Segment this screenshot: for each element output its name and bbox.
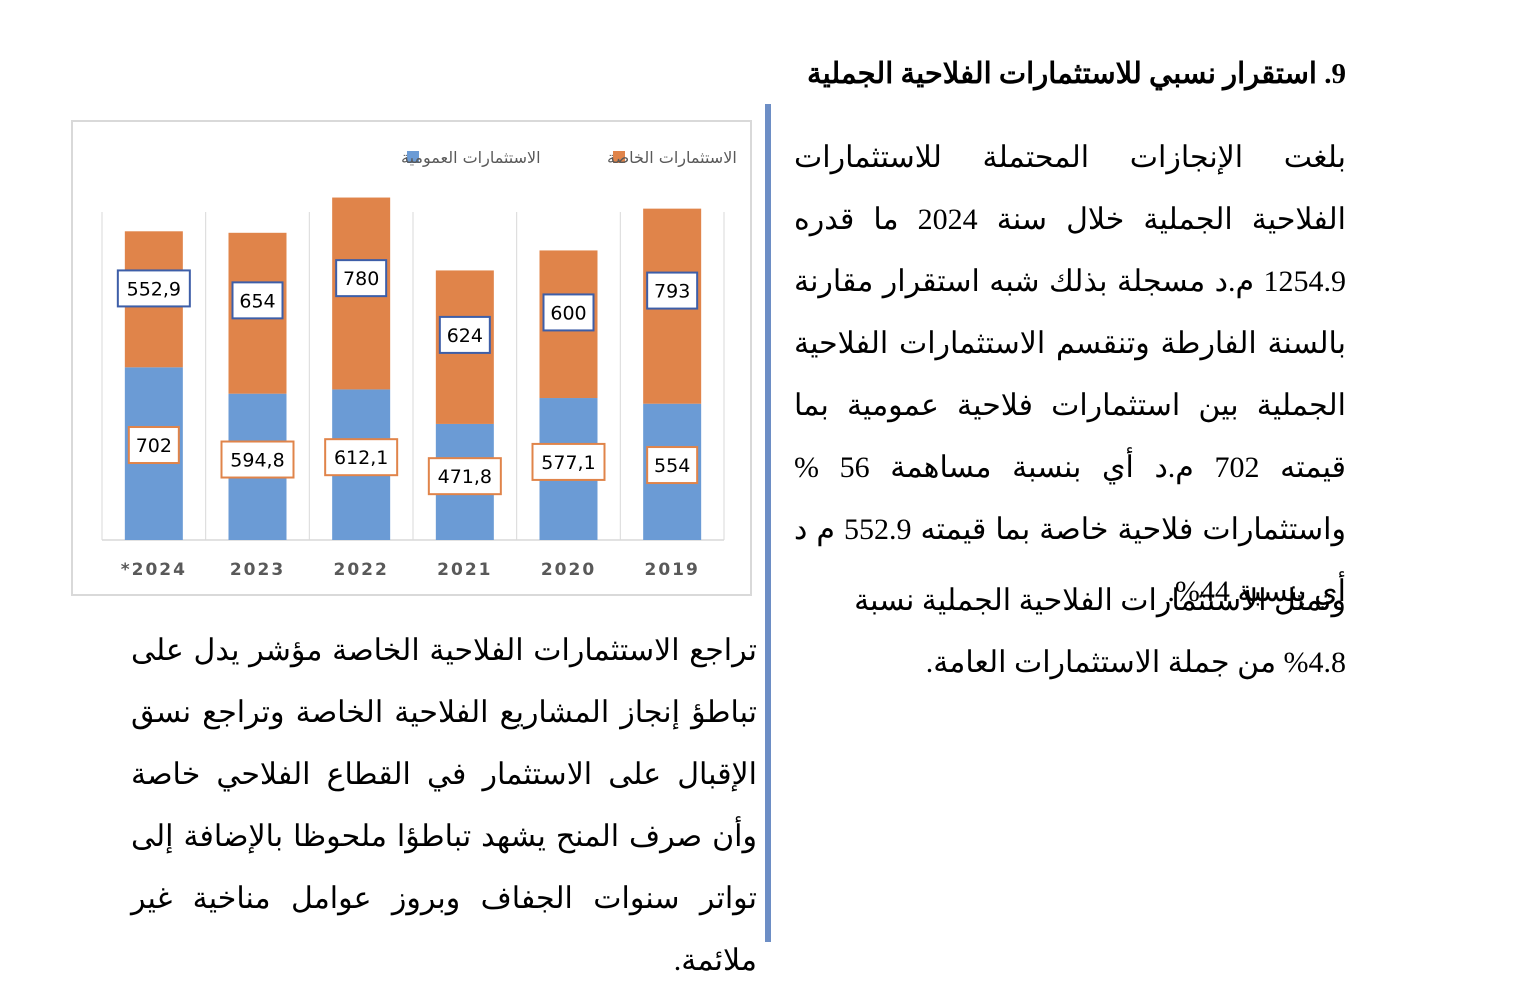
label-public-2021-box [427, 457, 502, 496]
legend-swatch-0 [613, 151, 625, 163]
label-private-*2024-box [116, 269, 191, 308]
label-private-2020: 600 [550, 302, 586, 324]
label-private-2023-box [231, 281, 284, 320]
label-private-2021: 624 [447, 325, 483, 347]
label-public-*2024-box [127, 426, 180, 465]
label-public-2022: 612,1 [334, 447, 388, 469]
label-private-2020-box [542, 293, 595, 332]
tick-label-2021: 2021 [437, 560, 492, 580]
legend-swatch-1 [407, 151, 419, 163]
label-public-2023: 594,8 [230, 450, 284, 472]
column-divider [765, 104, 771, 942]
label-private-2022: 780 [343, 268, 379, 290]
label-public-2022-box [324, 438, 399, 477]
tick-label-2020: 2020 [541, 560, 596, 580]
tick-label-2022: 2022 [334, 560, 389, 580]
label-private-2019-box [646, 271, 699, 310]
label-private-2022-box [335, 259, 388, 298]
label-private-*2024: 552,9 [127, 278, 181, 300]
label-public-*2024: 702 [136, 435, 172, 457]
label-public-2020: 577,1 [541, 452, 595, 474]
investment-chart: 554 793 2019 577,1 600 2020 471,8 624 2021 612,1 7… [71, 120, 752, 596]
label-public-2020-box [531, 442, 606, 481]
label-private-2019: 793 [654, 281, 690, 303]
tick-label-*2024: *2024 [121, 560, 187, 580]
paragraph-share: وتمثل الاستثمارات الفلاحية الجملية نسبة … [854, 584, 1346, 679]
section-heading: 9. استقرار نسبي للاستثمارات الفلاحية الج… [807, 58, 1346, 90]
label-public-2021: 471,8 [438, 466, 492, 488]
label-public-2023-box [220, 440, 295, 479]
label-public-2019-box [646, 446, 699, 485]
tick-label-2023: 2023 [230, 560, 285, 580]
chart-canvas: 554 793 2019 577,1 600 2020 471,8 624 2021 612,1 7… [101, 148, 737, 580]
tick-label-2019: 2019 [645, 560, 700, 580]
label-public-2019: 554 [654, 455, 690, 477]
legend-label-0: الاستثمارات الخاصة [607, 148, 737, 168]
label-private-2023: 654 [239, 290, 275, 312]
label-private-2021-box [438, 315, 491, 354]
legend-label-1: الاستثمارات العمومية [401, 148, 541, 168]
paragraph-decline: تراجع الاستثمارات الفلاحية الخاصة مؤشر ي… [131, 634, 757, 977]
paragraph-main: بلغت الإنجازات المحتملة للاستثمارات الفل… [794, 141, 1347, 608]
